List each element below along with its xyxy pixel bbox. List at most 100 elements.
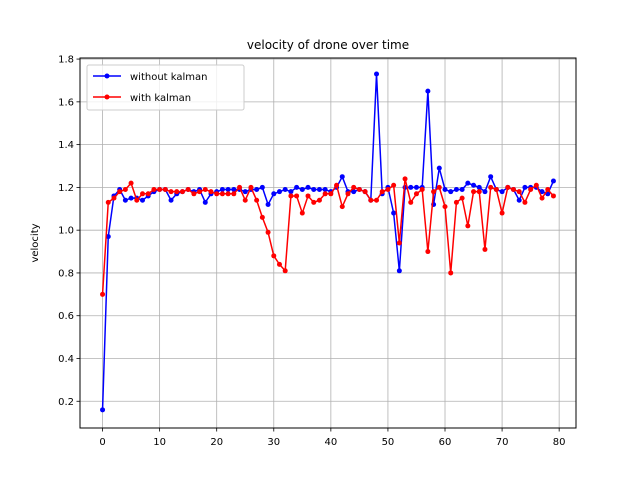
point-with-kalman-34 [294,193,300,199]
point-with-kalman-73 [516,189,522,195]
point-without-kalman-0 [100,407,106,413]
point-with-kalman-33 [288,193,294,199]
point-with-kalman-26 [248,184,254,190]
point-without-kalman-12 [168,197,174,203]
point-without-kalman-4 [122,197,128,203]
point-with-kalman-72 [511,187,516,193]
point-with-kalman-37 [311,199,317,205]
x-tick-label-50: 50 [382,437,395,448]
point-without-kalman-30 [271,191,277,197]
point-without-kalman-28 [259,184,265,190]
point-with-kalman-29 [265,229,271,235]
point-without-kalman-70 [499,189,505,195]
point-with-kalman-59 [436,184,442,190]
point-with-kalman-24 [237,184,243,190]
point-with-kalman-8 [145,191,151,197]
legend-label-without-kalman: without kalman [130,72,208,83]
point-with-kalman-56 [419,187,425,193]
point-with-kalman-19 [208,189,214,195]
point-without-kalman-61 [448,189,454,195]
point-without-kalman-63 [459,187,465,193]
point-with-kalman-63 [459,195,465,201]
point-with-kalman-5 [128,180,134,186]
point-with-kalman-77 [539,195,545,201]
y-tick-label-7: 1.6 [58,97,74,108]
x-tick-label-40: 40 [324,437,337,448]
point-with-kalman-31 [276,261,282,267]
point-without-kalman-31 [276,189,282,195]
point-with-kalman-57 [425,249,431,255]
legend-marker-without-kalman [104,73,110,79]
point-with-kalman-17 [197,189,203,195]
point-with-kalman-75 [528,187,534,193]
point-with-kalman-18 [202,187,208,193]
point-with-kalman-76 [533,182,539,188]
series-area [100,71,556,413]
point-with-kalman-2 [111,195,117,201]
point-with-kalman-65 [471,189,477,195]
point-with-kalman-9 [151,187,157,193]
point-with-kalman-74 [522,199,528,205]
x-tick-label-0: 0 [99,437,105,448]
point-with-kalman-16 [191,191,197,197]
x-axis: 0 10 20 30 40 50 60 70 80 [99,428,566,448]
point-with-kalman-58 [431,189,437,195]
point-without-kalman-66 [476,184,482,190]
point-with-kalman-62 [453,199,459,205]
point-with-kalman-44 [351,184,357,190]
series-with-kalman [100,176,556,297]
point-without-kalman-67 [482,189,488,195]
point-with-kalman-71 [505,184,511,190]
point-without-kalman-33 [288,189,294,195]
point-without-kalman-48 [374,71,380,77]
point-with-kalman-52 [396,240,402,246]
y-tick-label-6: 1.4 [58,140,74,151]
point-with-kalman-11 [162,187,168,193]
point-without-kalman-60 [442,187,448,193]
point-without-kalman-57 [425,88,431,94]
point-with-kalman-23 [231,191,237,197]
y-tick-label-4: 1.0 [58,226,74,237]
point-without-kalman-22 [225,187,231,193]
point-with-kalman-47 [368,197,374,203]
point-with-kalman-48 [374,197,380,203]
point-without-kalman-79 [550,178,556,184]
point-with-kalman-25 [242,197,248,203]
point-with-kalman-45 [356,187,362,193]
point-with-kalman-3 [117,189,123,195]
point-with-kalman-35 [299,210,305,216]
y-tick-label-3: 0.8 [58,268,74,279]
point-without-kalman-18 [202,199,208,205]
y-tick-label-8: 1.8 [58,55,74,66]
y-tick-label-1: 0.4 [58,354,74,365]
point-without-kalman-59 [436,165,442,171]
legend: without kalman with kalman [86,64,245,111]
x-tick-label-60: 60 [439,437,452,448]
point-with-kalman-69 [493,187,499,193]
point-without-kalman-42 [339,174,345,180]
x-tick-label-80: 80 [553,437,566,448]
point-without-kalman-64 [465,180,471,186]
x-tick-label-70: 70 [496,437,509,448]
point-with-kalman-4 [122,187,128,193]
point-with-kalman-49 [379,189,385,195]
grid [80,58,576,428]
point-with-kalman-14 [179,189,185,195]
legend-box [86,64,245,111]
point-with-kalman-50 [385,187,391,193]
point-without-kalman-62 [453,187,459,193]
point-with-kalman-6 [134,197,140,203]
point-without-kalman-74 [522,184,528,190]
point-with-kalman-43 [345,191,351,197]
point-with-kalman-79 [550,193,556,199]
point-without-kalman-5 [128,195,134,201]
point-with-kalman-28 [259,214,265,220]
point-without-kalman-1 [105,234,111,240]
point-with-kalman-39 [322,191,328,197]
legend-marker-with-kalman [104,94,110,100]
point-with-kalman-40 [328,191,334,197]
point-without-kalman-35 [299,187,305,193]
y-axis-label: velocity [30,223,41,262]
point-without-kalman-65 [471,182,477,188]
point-with-kalman-32 [282,268,288,274]
